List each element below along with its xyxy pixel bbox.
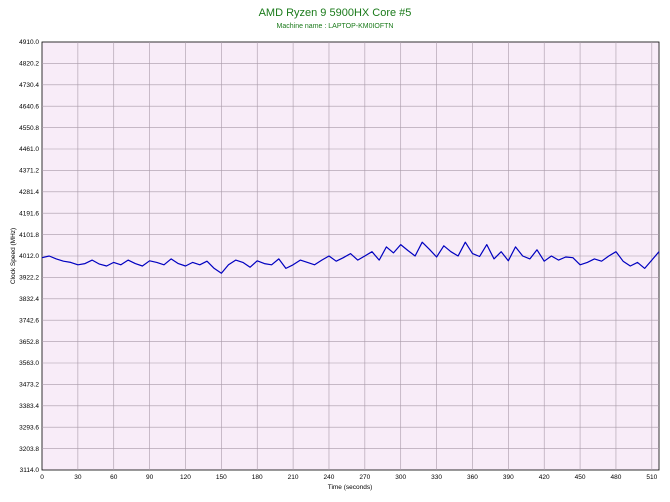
x-tick-label: 60 [110, 474, 118, 481]
x-tick-label: 150 [216, 474, 227, 481]
x-tick-label: 0 [40, 474, 44, 481]
x-tick-label: 510 [646, 474, 657, 481]
y-tick-label: 4820.2 [19, 61, 39, 68]
y-tick-label: 4101.8 [19, 232, 39, 239]
y-tick-label: 4550.8 [19, 125, 39, 132]
y-tick-label: 3293.6 [19, 424, 39, 431]
y-tick-label: 4281.4 [19, 189, 39, 196]
x-tick-label: 180 [252, 474, 263, 481]
y-tick-label: 3203.8 [19, 446, 39, 453]
x-tick-label: 360 [467, 474, 478, 481]
y-tick-label: 3563.0 [19, 360, 39, 367]
y-tick-label: 4730.4 [19, 82, 39, 89]
x-tick-label: 480 [611, 474, 622, 481]
y-tick-label: 3832.4 [19, 296, 39, 303]
x-tick-label: 240 [324, 474, 335, 481]
x-tick-label: 30 [74, 474, 82, 481]
x-axis-label: Time (seconds) [328, 484, 373, 491]
x-tick-label: 90 [146, 474, 154, 481]
x-tick-label: 270 [359, 474, 370, 481]
chart-title: AMD Ryzen 9 5900HX Core #5 [259, 7, 412, 19]
x-tick-label: 210 [288, 474, 299, 481]
x-tick-label: 420 [539, 474, 550, 481]
y-tick-label: 4371.2 [19, 168, 39, 175]
y-tick-label: 3383.4 [19, 403, 39, 410]
x-tick-label: 120 [180, 474, 191, 481]
y-tick-label: 4910.0 [19, 39, 39, 46]
chart-subtitle: Machine name : LAPTOP-KM0IOFTN [277, 23, 394, 30]
series-line [41, 241, 660, 274]
x-tick-label: 330 [431, 474, 442, 481]
x-tick-label: 390 [503, 474, 514, 481]
gridlines [42, 42, 659, 470]
y-axis-label: Clock Speed (MHz) [10, 228, 17, 284]
y-tick-label: 4640.6 [19, 103, 39, 110]
y-tick-label: 4191.6 [19, 210, 39, 217]
y-tick-label: 3473.2 [19, 382, 39, 389]
y-tick-label: 3742.6 [19, 317, 39, 324]
y-tick-label: 4012.0 [19, 253, 39, 260]
y-axis-ticks: 3114.0 3203.8 3293.6 3383.4 3473.2 3563.0 3652… [19, 39, 39, 474]
x-tick-label: 300 [395, 474, 406, 481]
x-tick-label: 450 [575, 474, 586, 481]
y-tick-label: 4461.0 [19, 146, 39, 153]
y-tick-label: 3922.2 [19, 275, 39, 282]
y-tick-label: 3114.0 [20, 467, 40, 474]
x-axis-ticks: 0 30 60 90 120 150 180 210 240 270 300 330 360 390 420… [40, 474, 657, 481]
y-tick-label: 3652.8 [19, 339, 39, 346]
